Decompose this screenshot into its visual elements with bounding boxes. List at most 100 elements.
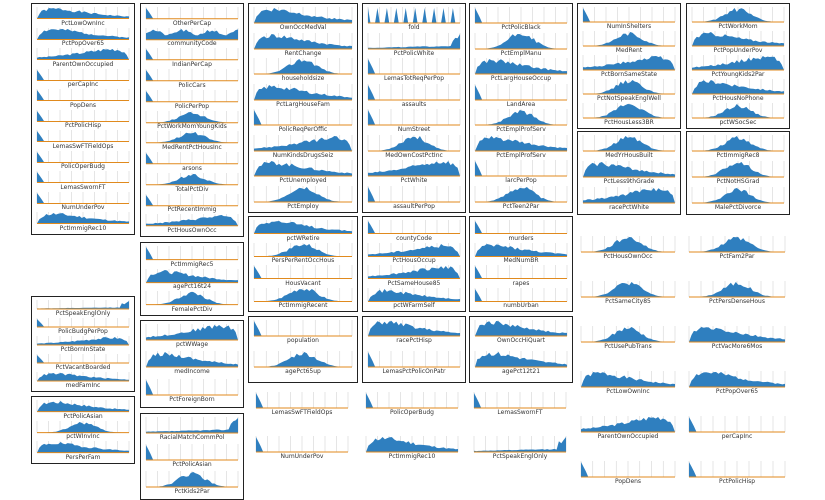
hist-panel: pctWSocSec	[691, 103, 785, 128]
hist-label: communityCode	[167, 40, 217, 48]
hist-label: MedRent	[615, 47, 643, 54]
hist-label: NumUnderPov	[280, 453, 324, 460]
hist-plot	[691, 7, 785, 23]
hist-plot	[367, 220, 461, 234]
hist-panel: PolicPerPop	[145, 89, 239, 112]
hist-panel: perCapInc	[688, 416, 786, 442]
hist-panel: PolicCars	[145, 69, 239, 91]
hist-panel: MedRentPctHousInc	[145, 131, 239, 153]
hist-label: PolicOperBudg	[61, 163, 105, 171]
hist-label: MedRentPctHousInc	[162, 144, 222, 152]
hist-panel: LemasPctPolicOnPatr	[367, 350, 461, 377]
hist-plot	[36, 212, 130, 225]
hist-label: perCapInc	[721, 433, 753, 440]
hist-label: rapes	[512, 279, 530, 287]
hist-plot	[580, 371, 676, 388]
hist-label: pctWInvInc	[66, 433, 100, 441]
hist-panel: PctPolicBlack	[474, 7, 568, 33]
hist-panel: PersPerRentOccHous	[253, 242, 353, 267]
hist-label: PersPerFam	[65, 453, 101, 461]
hist-label: HousVacant	[285, 279, 321, 287]
hist-area	[475, 351, 567, 367]
hist-label: PctHousOccup	[392, 257, 436, 264]
hist-panel: FemalePctDiv	[145, 291, 239, 315]
hist-panel: NumInShelters	[582, 7, 676, 32]
hist-area	[146, 418, 238, 433]
hist-panel: TotalPctDiv	[145, 172, 239, 195]
hist-panel: LemasTotReqPerPop	[367, 58, 461, 84]
hist-area	[581, 417, 675, 432]
hist-panel: murders	[474, 220, 568, 244]
hist-label: PctRecentImmig	[167, 206, 217, 214]
hist-area	[475, 186, 567, 202]
hist-panel: pctWFarmSelf	[367, 287, 461, 312]
hist-label: racePctHisp	[396, 337, 432, 344]
hist-panel: PolicReqPerOffic	[253, 109, 353, 135]
hist-label: PolicCars	[178, 81, 206, 89]
hist-area	[146, 28, 238, 40]
hist-plot	[145, 7, 239, 20]
hist-label: numbUrban	[503, 302, 539, 309]
hist-panel: PctEmploy	[253, 185, 353, 212]
hist-plot	[145, 444, 239, 461]
hist-panel: PctImmigRec10	[36, 212, 130, 234]
hist-area	[581, 372, 675, 387]
hist-panel: larcPerPop	[474, 160, 568, 186]
hist-area	[146, 111, 238, 123]
hist-plot	[582, 103, 676, 119]
hist-panel: PctRecentImmig	[145, 193, 239, 216]
hist-panel: racePctHisp	[367, 320, 461, 346]
hist-panel: PctHousNoPhone	[691, 79, 785, 104]
hist-plot	[582, 135, 676, 152]
hist-plot	[691, 161, 785, 178]
hist-label: householdsize	[281, 75, 325, 82]
hist-label: PctUsePubTrans	[604, 343, 652, 350]
hist-label: PctVacantBoarded	[55, 364, 111, 371]
hist-label: PctLess9thGrade	[603, 178, 655, 185]
hist-plot	[145, 69, 239, 82]
hist-panel: OwnOccMedVal	[253, 7, 353, 33]
hist-plot	[688, 281, 786, 298]
hist-plot	[688, 461, 786, 478]
hist-panel: LemasSwFTFieldOps	[255, 392, 349, 418]
hist-label: racePctWhite	[609, 204, 649, 211]
hist-plot	[474, 185, 568, 202]
hist-plot	[691, 187, 785, 204]
hist-area	[254, 59, 352, 74]
hist-label: ParentOwnOccupied	[52, 60, 114, 68]
hist-plot	[474, 134, 568, 151]
hist-plot	[36, 150, 130, 163]
hist-label: NumStreet	[397, 126, 431, 133]
hist-plot	[474, 7, 568, 24]
hist-panel: PctSpeakEnglOnly	[36, 300, 130, 319]
hist-plot	[580, 461, 676, 478]
hist-label: PctEmplProfServ	[496, 126, 546, 133]
hist-area	[368, 8, 460, 23]
hist-area	[692, 56, 784, 70]
hist-label: PctLargHouseOccup	[490, 75, 552, 82]
hist-label: PolicPerPop	[174, 102, 210, 110]
hist-plot	[145, 214, 239, 227]
hist-label: PctNotHSGrad	[716, 178, 760, 185]
hist-area	[583, 188, 675, 203]
hist-area	[254, 288, 352, 301]
hist-label: PctPopOver65	[61, 40, 105, 48]
hist-panel: NumUnderPov	[36, 191, 130, 214]
hist-label: PctLowOwnInc	[606, 388, 650, 395]
hist-area	[583, 136, 675, 151]
hist-area	[581, 282, 675, 297]
hist-panel: LemasSwFTFieldOps	[36, 130, 130, 152]
hist-area	[475, 135, 567, 151]
hist-panel: PctForeignBorn	[145, 378, 239, 405]
hist-plot	[253, 134, 353, 151]
hist-plot	[36, 171, 130, 184]
hist-label: PctImmigRec8	[716, 152, 760, 159]
hist-plot	[474, 287, 568, 302]
hist-plot	[367, 320, 461, 337]
hist-plot	[688, 236, 786, 253]
hist-label: TotalPctDiv	[175, 185, 209, 193]
hist-panel: MedNumBR	[474, 242, 568, 267]
hist-label: OwnOccMedVal	[279, 24, 327, 31]
hist-plot	[582, 187, 676, 204]
